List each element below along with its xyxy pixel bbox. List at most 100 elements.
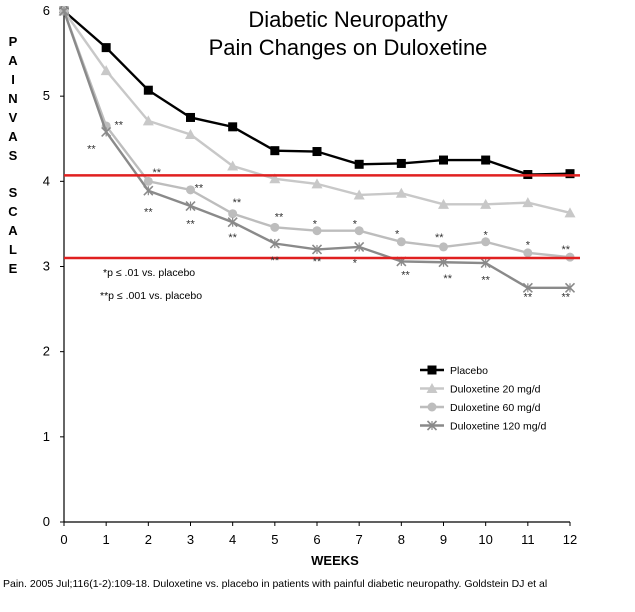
x-tick-label: 8 [398, 532, 405, 547]
x-tick-labels: 0 1 2 3 4 5 6 7 8 9 10 11 12 [60, 522, 577, 547]
legend-label: Duloxetine 20 mg/d [450, 384, 541, 396]
y-tick-label: 6 [43, 3, 50, 18]
y-tick-label: 4 [43, 173, 50, 188]
significance-marker: * [353, 218, 358, 230]
x-tick-label: 2 [145, 532, 152, 547]
point-duloxetine-120-mg-d-marker [354, 241, 365, 252]
legend-swatch-marker [427, 365, 437, 375]
significance-marker: * [395, 229, 400, 241]
significance-marker: ** [87, 143, 96, 155]
footnote-p001: **p ≤ .001 vs. placebo [100, 290, 202, 302]
reference-lines [64, 174, 580, 260]
point-duloxetine-60-mg-d-marker [186, 185, 195, 195]
point-placebo-marker [565, 169, 575, 179]
significance-marker: ** [228, 232, 237, 244]
significance-marker: ** [233, 197, 242, 209]
x-tick-label: 1 [103, 532, 110, 547]
significance-marker: ** [186, 218, 195, 230]
y-tick-label: 3 [43, 259, 50, 274]
point-duloxetine-120-mg-d-marker [480, 258, 491, 269]
legend-item-placebo: Placebo [420, 365, 488, 377]
legend-item-duloxetine-60-mg-d: Duloxetine 60 mg/d [420, 402, 541, 414]
point-duloxetine-120-mg-d-marker [269, 238, 280, 249]
x-tick-label: 9 [440, 532, 447, 547]
point-duloxetine-60-mg-d-marker [228, 209, 238, 219]
point-placebo-marker [186, 112, 195, 122]
point-duloxetine-120-mg-d-marker [311, 244, 323, 255]
legend: Placebo Duloxetine 20 mg/d Duloxetine 60 m… [420, 365, 546, 433]
series-duloxetine-60-mg-d [59, 6, 575, 262]
point-duloxetine-20-mg-d-marker [269, 173, 281, 184]
x-tick-label: 11 [521, 532, 535, 547]
point-duloxetine-20-mg-d-marker [142, 115, 154, 126]
significance-footnotes: *p ≤ .01 vs. placebo **p ≤ .001 vs. plac… [100, 267, 202, 302]
x-tick-label: 0 [60, 532, 67, 547]
significance-marker: ** [115, 120, 124, 132]
point-duloxetine-60-mg-d-marker [270, 222, 280, 232]
point-duloxetine-60-mg-d-marker [354, 226, 364, 236]
y-tick-label: 0 [43, 514, 50, 529]
x-tick-label: 7 [356, 532, 363, 547]
y-tick-label: 2 [43, 344, 50, 359]
x-tick-label: 10 [478, 532, 492, 547]
point-duloxetine-120-mg-d-marker [58, 5, 70, 17]
significance-marker: ** [271, 255, 280, 267]
legend-swatch-marker [427, 402, 437, 412]
x-tick-label: 4 [229, 532, 236, 547]
x-tick-label: 5 [271, 532, 278, 547]
point-duloxetine-20-mg-d-marker [395, 187, 407, 198]
series-group [58, 5, 576, 293]
series-placebo [59, 6, 575, 180]
point-duloxetine-60-mg-d-marker [481, 237, 491, 247]
legend-label: Placebo [450, 365, 488, 377]
significance-marker: * [313, 218, 318, 230]
point-duloxetine-60-mg-d-marker [143, 176, 153, 186]
chart-title-line-2: Pain Changes on Duloxetine [209, 35, 488, 60]
significance-marker: ** [481, 275, 490, 287]
significance-marker: ** [313, 256, 322, 268]
legend-label: Duloxetine 60 mg/d [450, 402, 541, 414]
point-duloxetine-20-mg-d-marker [353, 189, 365, 200]
significance-annotations: ******************* *** ** ** ** ** **** ** ****… [87, 120, 571, 304]
significance-marker: ** [401, 269, 410, 281]
point-duloxetine-120-mg-d-marker [143, 185, 154, 196]
point-duloxetine-20-mg-d-marker [564, 207, 576, 218]
legend-item-duloxetine-120-mg-d: Duloxetine 120 mg/d [420, 420, 546, 433]
point-duloxetine-120-mg-d-marker [564, 282, 576, 293]
point-duloxetine-120-mg-d-marker [101, 126, 112, 138]
point-placebo-marker [143, 85, 153, 95]
significance-marker: * [526, 240, 531, 252]
significance-marker: ** [562, 292, 571, 304]
legend-swatch-marker [426, 420, 438, 431]
x-tick-label: 12 [563, 532, 577, 547]
series-duloxetine-120-mg-d [58, 5, 576, 293]
y-axis-label: P A I N V A S S C A L E [8, 34, 18, 276]
point-placebo-marker [354, 159, 364, 169]
significance-marker: * [353, 258, 358, 270]
chart-title-line-1: Diabetic Neuropathy [248, 7, 447, 32]
significance-marker: ** [435, 232, 444, 244]
point-duloxetine-120-mg-d-marker [522, 282, 533, 293]
point-duloxetine-20-mg-d-marker [227, 160, 239, 171]
x-tick-label: 6 [313, 532, 320, 547]
point-duloxetine-20-mg-d-marker [100, 65, 112, 76]
point-duloxetine-20-mg-d-marker [311, 178, 323, 189]
legend-label: Duloxetine 120 mg/d [450, 421, 546, 433]
point-duloxetine-60-mg-d-marker [396, 237, 406, 247]
point-duloxetine-120-mg-d-marker [438, 257, 449, 268]
citation: Pain. 2005 Jul;116(1-2):109-18. Duloxeti… [3, 578, 548, 590]
y-tick-labels: 0 1 2 3 4 5 6 [43, 3, 64, 529]
point-duloxetine-120-mg-d-marker [185, 200, 196, 212]
point-placebo-marker [312, 147, 322, 157]
significance-marker: ** [524, 292, 533, 304]
point-duloxetine-20-mg-d-marker [438, 198, 449, 209]
point-duloxetine-120-mg-d-marker [227, 217, 238, 228]
point-placebo-marker [439, 155, 448, 165]
significance-marker: ** [562, 244, 571, 256]
x-tick-label: 3 [187, 532, 194, 547]
significance-marker: ** [443, 273, 452, 285]
